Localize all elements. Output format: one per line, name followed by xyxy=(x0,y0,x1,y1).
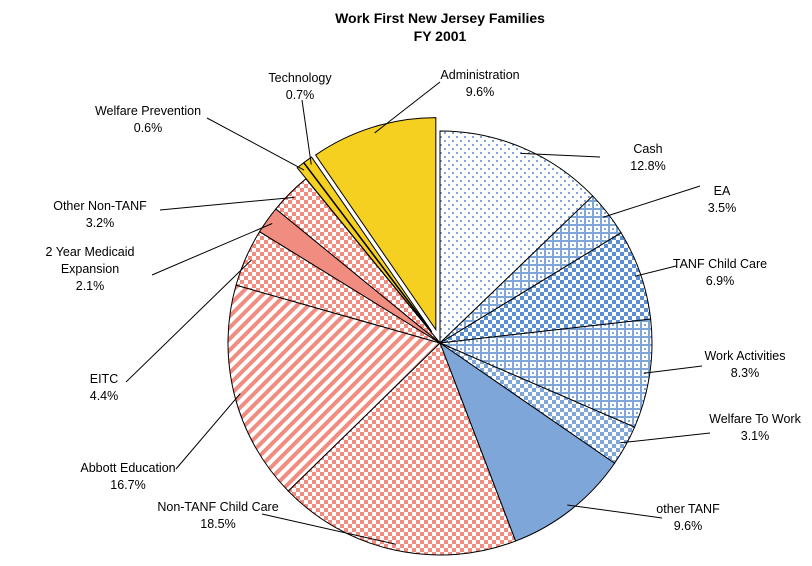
leader-line xyxy=(520,152,601,158)
slice-name: Administration xyxy=(440,68,520,82)
slice-label: Work Activities 8.3% xyxy=(704,348,785,382)
slice-label: EITC 4.4% xyxy=(90,371,119,405)
slice-label: Cash 12.8% xyxy=(630,141,665,175)
leader-line xyxy=(634,265,677,277)
slice-name: EITC xyxy=(89,372,119,386)
slice-value: 12.8% xyxy=(630,159,666,173)
slice-name: Abbott Education xyxy=(80,461,176,475)
pie-slice xyxy=(303,156,433,332)
slice-label: TANF Child Care 6.9% xyxy=(673,256,767,290)
pie-slice xyxy=(438,318,653,428)
slice-value: 9.6% xyxy=(465,85,495,99)
pie-slice xyxy=(227,284,441,492)
pie-slice xyxy=(439,130,594,345)
slice-name: EA xyxy=(713,184,731,198)
slice-name: Non-TANF Child Care xyxy=(157,500,279,514)
leader-line xyxy=(567,504,663,519)
leader-line xyxy=(206,117,305,171)
pie-slice xyxy=(314,117,437,332)
slice-name: Work Activities xyxy=(704,349,786,363)
slice-value: 3.2% xyxy=(85,216,115,230)
slice-value: 0.6% xyxy=(133,121,163,135)
slice-label: Technology 0.7% xyxy=(268,70,331,104)
chart-title: Work First New Jersey Families xyxy=(335,10,545,26)
slice-name: Cash xyxy=(633,142,663,156)
slice-label: Welfare Prevention 0.6% xyxy=(95,103,201,137)
pie-slice xyxy=(296,162,432,333)
slice-name: 2 Year Medicaid Expansion xyxy=(45,245,135,276)
slice-value: 6.9% xyxy=(705,274,735,288)
leader-line xyxy=(125,259,252,383)
slice-name: Other Non-TANF xyxy=(53,199,147,213)
slice-name: Welfare Prevention xyxy=(94,104,202,118)
leader-line xyxy=(643,365,703,374)
slice-name: TANF Child Care xyxy=(672,257,768,271)
leader-line xyxy=(301,99,312,165)
slice-name: Technology xyxy=(268,71,332,85)
slice-label: 2 Year Medicaid Expansion 2.1% xyxy=(35,244,145,295)
slice-label: EA 3.5% xyxy=(708,183,737,217)
slice-label: Welfare To Work 3.1% xyxy=(709,411,801,445)
slice-value: 16.7% xyxy=(110,478,146,492)
leader-line xyxy=(159,196,295,211)
slice-value: 9.6% xyxy=(673,519,703,533)
slice-label: Administration 9.6% xyxy=(440,67,519,101)
slice-label: Other Non-TANF 3.2% xyxy=(53,198,147,232)
slice-label: other TANF 9.6% xyxy=(656,501,719,535)
slice-value: 18.5% xyxy=(200,517,236,531)
leader-line xyxy=(175,393,241,470)
leader-line xyxy=(620,432,711,444)
slice-value: 0.7% xyxy=(285,88,315,102)
leader-line xyxy=(374,81,441,134)
leader-line xyxy=(603,185,701,218)
slice-value: 8.3% xyxy=(730,366,760,380)
leader-line xyxy=(151,223,273,276)
slice-value: 3.5% xyxy=(707,201,737,215)
slice-value: 4.4% xyxy=(89,389,119,403)
slice-value: 3.1% xyxy=(740,429,770,443)
slice-name: Welfare To Work xyxy=(709,412,801,426)
slice-name: other TANF xyxy=(656,502,720,516)
pie-slice xyxy=(287,342,517,556)
chart-subtitle: FY 2001 xyxy=(413,28,467,44)
slice-label: Non-TANF Child Care 18.5% xyxy=(157,499,278,533)
pie-slice xyxy=(438,341,616,542)
slice-label: Abbott Education 16.7% xyxy=(80,460,175,494)
leader-line xyxy=(261,513,396,545)
slice-value: 2.1% xyxy=(75,279,105,293)
